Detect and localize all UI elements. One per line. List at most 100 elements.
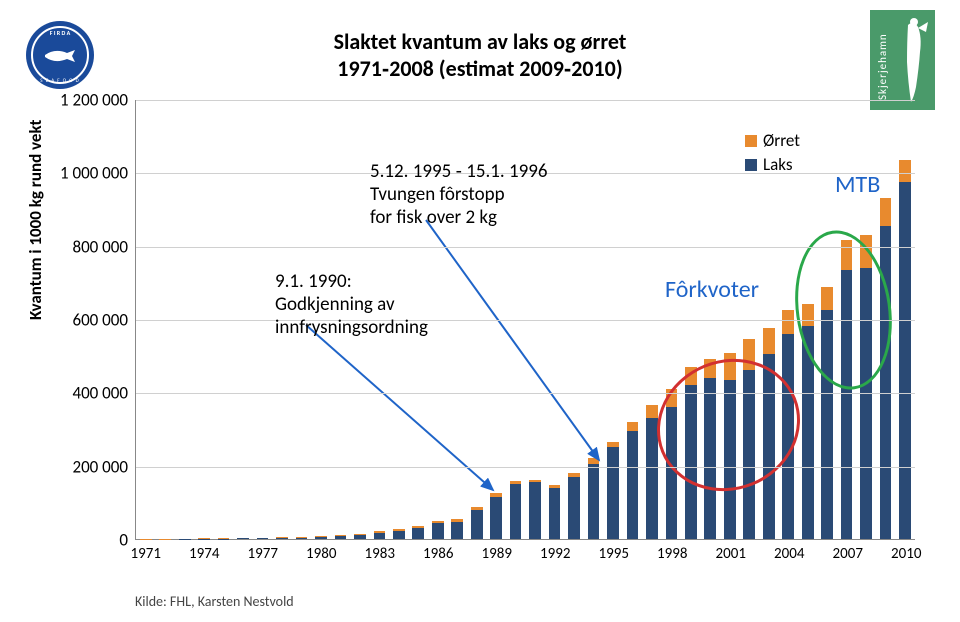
bar-segment-laks <box>568 477 580 539</box>
bar-stack <box>276 537 288 539</box>
bar-segment-laks <box>646 418 658 539</box>
x-tick-label: 1989 <box>482 545 512 563</box>
y-tick-label: 1 200 000 <box>60 90 128 111</box>
firda-seafood-logo: F I R D A S E A F O O D <box>25 20 95 90</box>
bar-segment-laks <box>549 488 561 539</box>
bar-stack <box>237 538 249 539</box>
x-tick-label: 2001 <box>716 545 746 563</box>
annot-1995-line2: Tvungen fôrstopp <box>370 183 548 206</box>
bar-segment-laks <box>354 535 366 539</box>
bar-segment-laks <box>257 538 269 539</box>
svg-text:F I R D A: F I R D A <box>50 29 71 37</box>
bar-segment-laks <box>237 538 249 539</box>
y-tick-label: 600 000 <box>72 310 128 331</box>
x-tick-label: 2010 <box>891 545 921 563</box>
y-tick-label: 0 <box>119 530 128 551</box>
bar-segment-orret <box>627 422 639 430</box>
y-axis-label: Kvantum i 1000 kg rund vekt <box>25 120 46 320</box>
bar-segment-laks <box>276 538 288 539</box>
x-tick-label: 1980 <box>306 545 336 563</box>
bar-segment-orret <box>782 310 794 334</box>
bar-stack <box>529 480 541 539</box>
bar-segment-orret <box>899 160 911 182</box>
bar-stack <box>354 534 366 539</box>
bar-stack <box>471 507 483 539</box>
bar-stack <box>627 422 639 539</box>
x-tick-label: 2004 <box>774 545 804 563</box>
grid-line <box>136 100 915 101</box>
x-tick-label: 1977 <box>248 545 278 563</box>
annotation-1990: 9.1. 1990: Godkjenning av innfrysningsor… <box>275 270 428 339</box>
bar-stack <box>257 538 269 539</box>
bar-segment-laks <box>296 538 308 539</box>
annotation-forkvoter: Fôrkvoter <box>665 275 759 304</box>
annot-1990-line3: innfrysningsordning <box>275 316 428 339</box>
bar-segment-laks <box>393 531 405 539</box>
annotation-1995: 5.12. 1995 ‑ 15.1. 1996 Tvungen fôrstopp… <box>370 160 548 229</box>
bar-stack <box>568 473 580 539</box>
bar-stack <box>296 537 308 539</box>
bar-stack <box>432 521 444 539</box>
bar-segment-laks <box>899 182 911 540</box>
source-line: Kilde: FHL, Karsten Nestvold <box>135 593 294 610</box>
grid-line <box>136 320 915 321</box>
svg-text:Skjerjehamn: Skjerjehamn <box>876 33 889 100</box>
y-tick-label: 200 000 <box>72 456 128 477</box>
bar-segment-laks <box>588 464 600 539</box>
bar-stack <box>393 529 405 539</box>
grid-line <box>136 467 915 468</box>
annot-1995-line1: 5.12. 1995 ‑ 15.1. 1996 <box>370 160 548 183</box>
annot-1990-line2: Godkjenning av <box>275 293 428 316</box>
skjerjehamn-logo: Skjerjehamn <box>870 10 935 110</box>
bar-stack <box>880 198 892 539</box>
grid-line <box>136 247 915 248</box>
bar-stack <box>315 536 327 539</box>
bar-stack <box>451 519 463 539</box>
annotation-mtb: MTB <box>835 170 880 199</box>
chart-title: Slaktet kvantum av laks og ørret 1971‑20… <box>230 28 730 82</box>
grid-line <box>136 393 915 394</box>
bar-segment-laks <box>529 482 541 539</box>
title-line-1: Slaktet kvantum av laks og ørret <box>230 28 730 55</box>
x-tick-label: 2007 <box>833 545 863 563</box>
bar-segment-laks <box>335 536 347 539</box>
x-tick-label: 1995 <box>599 545 629 563</box>
bar-stack <box>374 531 386 539</box>
bar-stack <box>607 442 619 539</box>
annot-1990-line1: 9.1. 1990: <box>275 270 428 293</box>
bar-segment-laks <box>451 522 463 539</box>
bar-segment-laks <box>374 533 386 539</box>
bar-stack <box>490 493 502 539</box>
x-tick-label: 1998 <box>657 545 687 563</box>
bar-segment-laks <box>607 447 619 539</box>
title-line-2: 1971‑2008 (estimat 2009‑2010) <box>230 55 730 82</box>
x-tick-label: 1986 <box>423 545 453 563</box>
bar-segment-laks <box>490 497 502 539</box>
bar-stack <box>588 458 600 539</box>
bar-stack <box>218 538 230 539</box>
bar-segment-laks <box>315 537 327 539</box>
bar-stack <box>899 160 911 540</box>
svg-text:S E A F O O D: S E A F O O D <box>40 78 79 84</box>
bar-stack <box>412 526 424 539</box>
bar-segment-laks <box>471 510 483 539</box>
bar-segment-orret <box>880 198 892 226</box>
bar-segment-laks <box>510 484 522 539</box>
bar-stack <box>549 485 561 539</box>
bar-segment-laks <box>412 528 424 539</box>
bar-stack <box>510 481 522 539</box>
x-tick-label: 1974 <box>189 545 219 563</box>
bar-stack <box>198 538 210 539</box>
bar-segment-orret <box>763 328 775 354</box>
y-tick-label: 1 000 000 <box>60 163 128 184</box>
bar-segment-laks <box>432 523 444 540</box>
y-tick-label: 400 000 <box>72 383 128 404</box>
bar-stack <box>335 535 347 539</box>
annot-1995-line3: for fisk over 2 kg <box>370 206 548 229</box>
x-tick-label: 1971 <box>131 545 161 563</box>
x-tick-label: 1983 <box>365 545 395 563</box>
bar-segment-laks <box>627 431 639 539</box>
x-tick-label: 1992 <box>540 545 570 563</box>
y-tick-label: 800 000 <box>72 236 128 257</box>
bar-segment-orret <box>646 405 658 418</box>
